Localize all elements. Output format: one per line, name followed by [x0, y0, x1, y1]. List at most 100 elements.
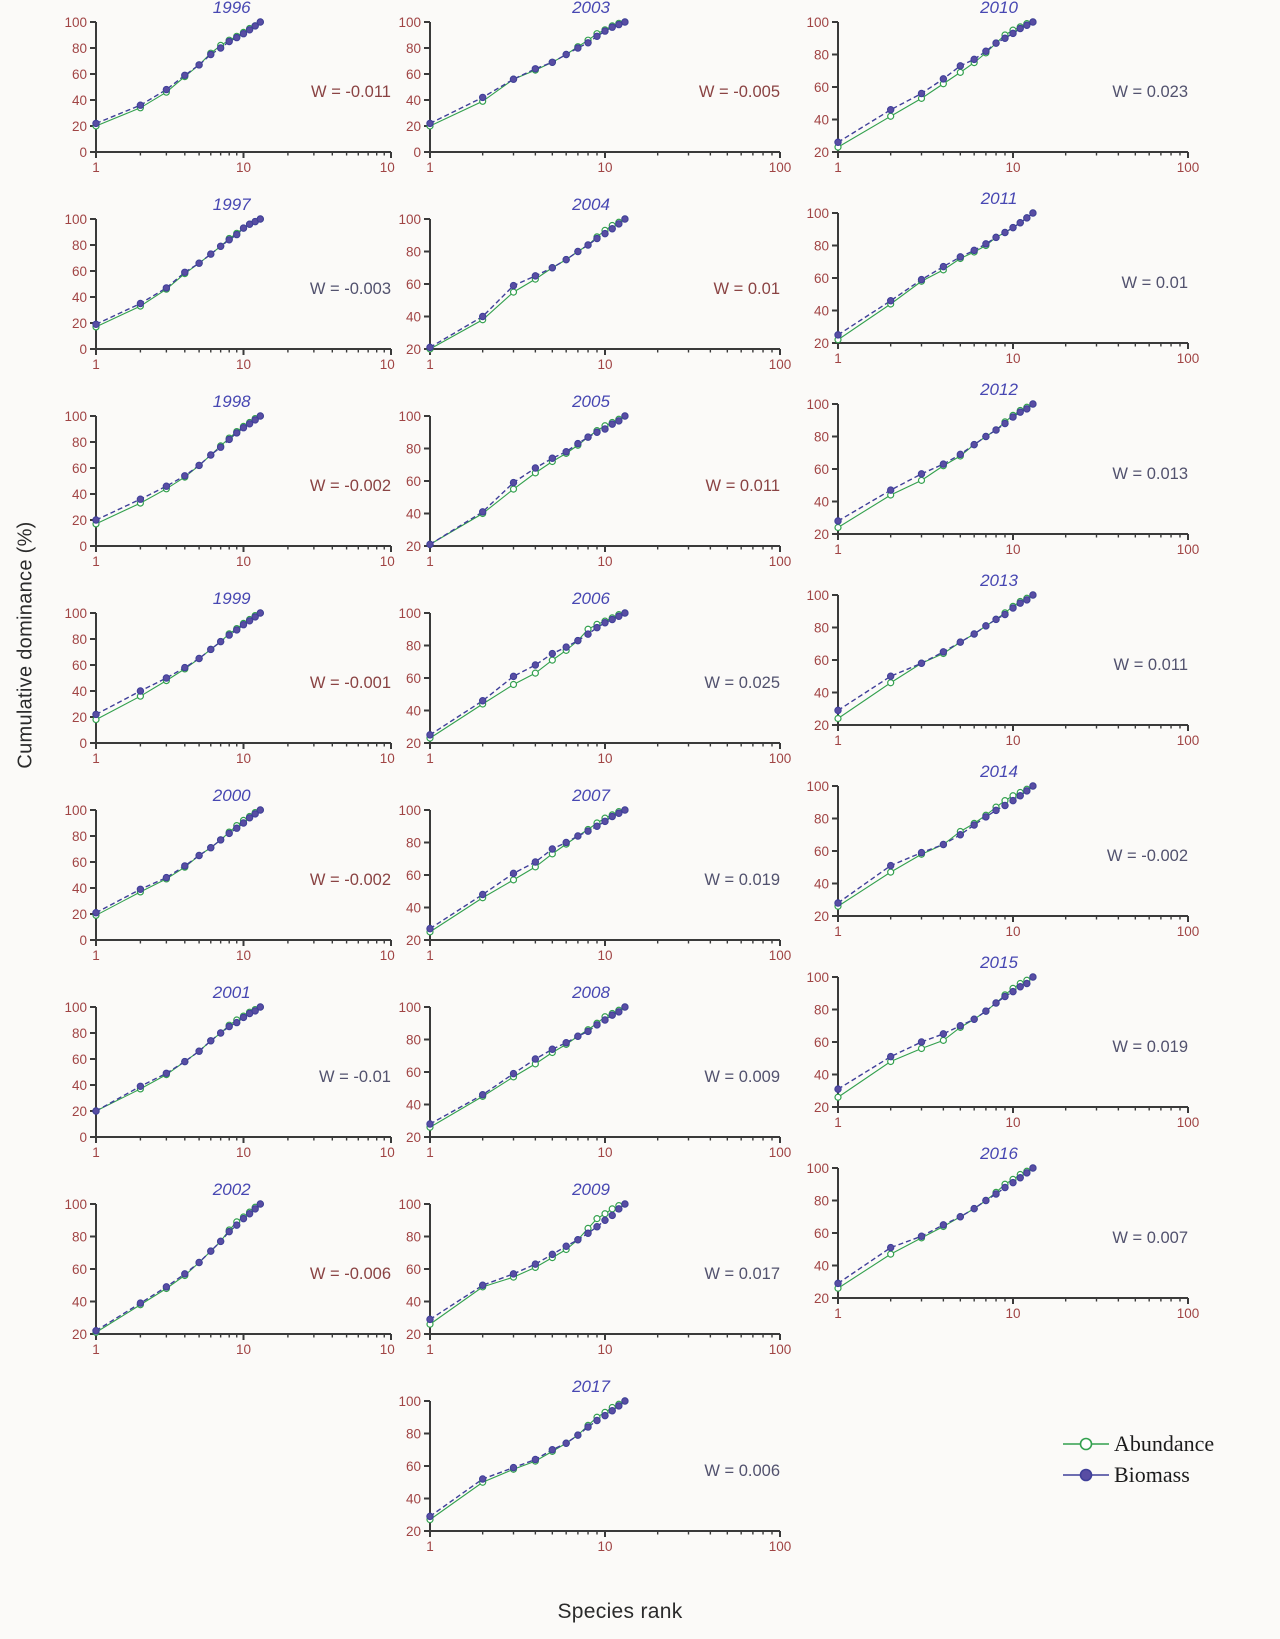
biomass-point — [956, 1213, 965, 1221]
biomass-point — [608, 420, 616, 428]
abundance-point — [887, 112, 895, 120]
biomass-point — [239, 30, 248, 38]
biomass-point — [601, 1216, 609, 1224]
y-tick-label: 100 — [398, 409, 421, 424]
biomass-point — [886, 1243, 895, 1252]
panel-2011: 2011 20 40 60 80 100 1 10 100 W = 0.01 — [800, 189, 1214, 382]
biomass-point — [1009, 1178, 1017, 1187]
biomass-point — [1023, 596, 1031, 604]
y-tick-label: 60 — [72, 264, 87, 279]
w-statistic-label: W = -0.003 — [310, 280, 391, 298]
biomass-point — [1023, 787, 1031, 795]
biomass-point — [509, 75, 518, 83]
biomass-point — [562, 1439, 570, 1447]
biomass-point — [1029, 591, 1037, 599]
biomass-point — [1023, 1169, 1031, 1177]
panel-2006-chart: 2006 20 40 60 80 100 1 10 100 W = 0.025 — [398, 589, 791, 766]
y-tick-label: 100 — [398, 15, 421, 30]
panel-2001-chart: 2001 0 20 40 60 80 100 1 10 100 W = -0.01 — [64, 985, 395, 1160]
biomass-point — [478, 697, 487, 705]
y-tick-label: 20 — [72, 1327, 87, 1342]
biomass-marker-icon — [1062, 1467, 1110, 1483]
biomass-point — [982, 47, 990, 55]
y-tick-label: 0 — [79, 933, 87, 948]
x-tick-label: 10 — [597, 1539, 612, 1554]
x-tick-label: 1 — [426, 357, 434, 372]
biomass-point — [92, 909, 100, 917]
biomass-point — [548, 1250, 557, 1259]
biomass-point — [548, 649, 557, 658]
biomass-point — [195, 259, 203, 267]
biomass-point — [608, 1211, 616, 1220]
x-tick-label: 10 — [236, 357, 251, 372]
legend: Abundance Biomass — [1062, 1428, 1214, 1490]
panel-2008-chart: 2008 20 40 60 80 100 1 10 100 W = 0.009 — [398, 983, 791, 1160]
biomass-point — [574, 1236, 582, 1244]
biomass-point — [548, 264, 557, 272]
y-tick-label: 80 — [814, 1194, 829, 1209]
x-tick-label: 1 — [426, 160, 434, 175]
panel-2011-chart: 2011 20 40 60 80 100 1 10 100 W = 0.01 — [806, 189, 1199, 366]
abundance-point — [834, 1093, 842, 1101]
panel-year-title: 1999 — [213, 591, 251, 608]
panel-1998-chart: 1998 0 20 40 60 80 100 1 10 100 W = -0.002 — [64, 394, 395, 569]
panel-2008: 2008 20 40 60 80 100 1 10 100 W = 0.009 — [392, 983, 794, 1182]
y-tick-label: 80 — [72, 1026, 87, 1041]
x-tick-label: 100 — [769, 948, 792, 963]
biomass-point — [245, 617, 254, 625]
biomass-point — [531, 1055, 540, 1063]
y-tick-label: 60 — [814, 1035, 829, 1050]
biomass-point — [1009, 223, 1017, 232]
biomass-point — [531, 661, 540, 669]
panel-year-title: 2004 — [571, 197, 610, 214]
abundance-line — [429, 1203, 626, 1325]
y-tick-label: 80 — [814, 48, 829, 63]
y-tick-label: 80 — [72, 829, 87, 844]
biomass-point — [478, 1281, 487, 1289]
biomass-point — [426, 119, 434, 128]
biomass-point — [621, 609, 629, 617]
biomass-point — [216, 637, 225, 646]
x-tick-label: 100 — [1177, 542, 1200, 557]
biomass-point — [970, 630, 978, 638]
abundance-point — [531, 669, 539, 677]
panel-year-title: 2010 — [979, 0, 1018, 17]
biomass-point — [939, 75, 948, 83]
y-tick-label: 0 — [79, 1130, 87, 1145]
biomass-point — [982, 622, 990, 630]
biomass-point — [426, 924, 434, 933]
biomass-point — [601, 1411, 609, 1420]
y-tick-label: 40 — [72, 93, 87, 108]
biomass-point — [917, 89, 926, 98]
panel-year-title: 2005 — [571, 394, 610, 411]
panel-2012: 2012 20 40 60 80 100 1 10 100 W = 0.013 — [800, 380, 1214, 573]
biomass-point — [195, 851, 203, 860]
biomass-point — [608, 615, 616, 624]
biomass-point — [1009, 413, 1017, 421]
x-tick-label: 100 — [769, 1342, 792, 1357]
x-tick-label: 1 — [834, 1306, 842, 1321]
y-tick-label: 20 — [814, 1100, 829, 1115]
biomass-point — [834, 1279, 842, 1288]
biomass-point — [621, 806, 629, 814]
biomass-point — [956, 831, 965, 839]
biomass-point — [593, 1021, 601, 1029]
y-tick-label: 20 — [72, 1104, 87, 1119]
biomass-point — [245, 1210, 254, 1218]
biomass-point — [509, 1069, 518, 1078]
biomass-point — [956, 1022, 965, 1030]
biomass-point — [1029, 400, 1037, 408]
biomass-point — [92, 1107, 100, 1115]
biomass-point — [426, 1512, 434, 1521]
abundance-point — [834, 523, 842, 532]
biomass-point — [834, 899, 842, 907]
biomass-point — [917, 1232, 926, 1240]
panel-1998: 1998 0 20 40 60 80 100 1 10 100 W = -0.002 — [58, 394, 395, 591]
biomass-point — [225, 1022, 233, 1031]
biomass-point — [216, 1237, 225, 1246]
biomass-point — [1023, 979, 1031, 988]
biomass-point — [136, 1299, 145, 1307]
biomass-point — [225, 829, 233, 838]
biomass-point — [92, 516, 100, 524]
biomass-point — [982, 1007, 990, 1015]
